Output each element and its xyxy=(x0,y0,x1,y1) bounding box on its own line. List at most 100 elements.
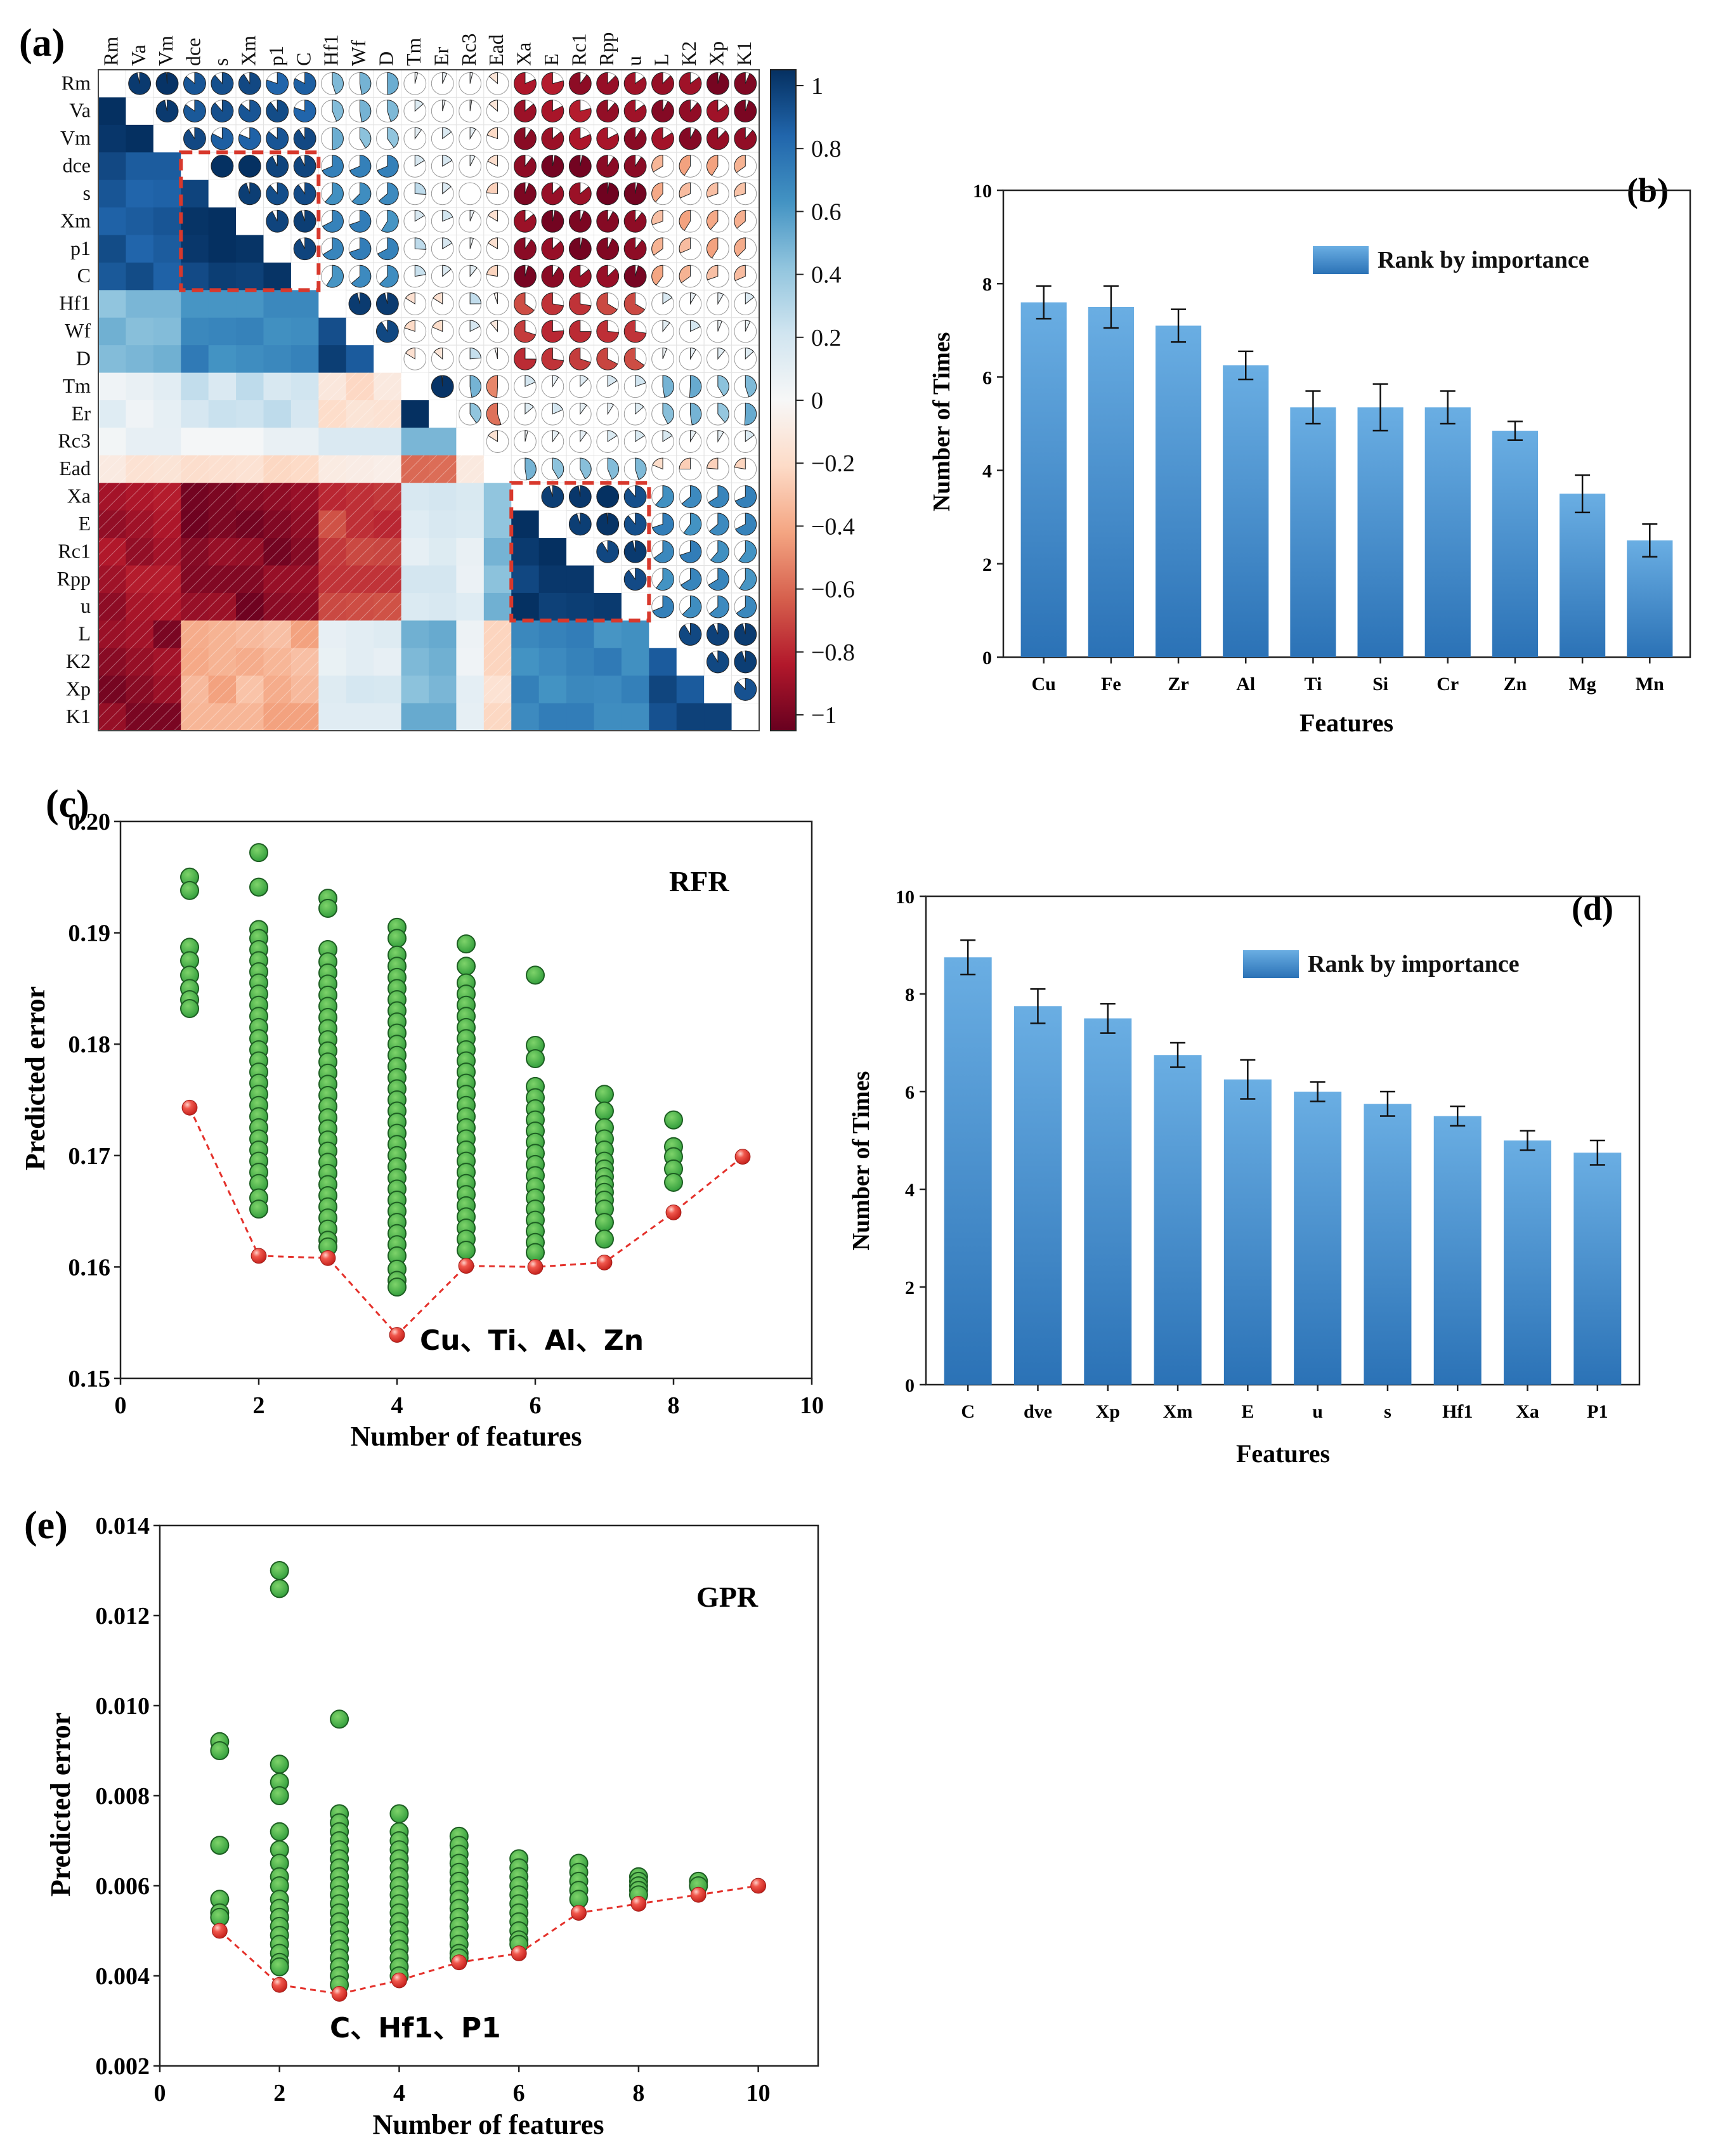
min-error-point xyxy=(527,1259,544,1275)
heatmap-cell xyxy=(538,648,567,676)
pie-slice xyxy=(326,265,344,288)
pie-slice xyxy=(689,402,702,426)
x-tick-label: 8 xyxy=(632,2080,644,2107)
heatmap-cell xyxy=(263,345,292,374)
pie-slice xyxy=(211,72,234,95)
pie-slice xyxy=(662,320,670,332)
pie-slice xyxy=(679,127,702,150)
heatmap-cell xyxy=(290,428,319,456)
heatmap-cell xyxy=(649,703,677,731)
heatmap-cell-hatch xyxy=(208,648,237,676)
pie-slice xyxy=(623,568,647,591)
bar-chart-b: 0 2 4 6 8 10 Cu Fe Zr Al Ti Si Cr Zn Mg Mn xyxy=(973,181,1691,695)
heatmap-diagonal-cell xyxy=(346,317,374,346)
pie-slice xyxy=(683,513,702,536)
pie-slice xyxy=(359,72,372,95)
heatmap-diagonal-cell xyxy=(98,70,126,98)
heatmap-cell xyxy=(208,262,237,291)
min-error-point xyxy=(451,1954,467,1971)
pie-slice xyxy=(679,72,702,95)
heatmap-cell-hatch xyxy=(126,510,154,539)
heatmap-cell xyxy=(318,676,347,704)
row-label: Rpp xyxy=(57,567,91,590)
pie-slice xyxy=(349,209,372,233)
data-point xyxy=(526,1049,545,1069)
heatmap-cell-hatch xyxy=(181,592,209,621)
data-point xyxy=(270,1822,289,1841)
heatmap-cell xyxy=(429,676,457,704)
heatmap-diagonal-cell xyxy=(704,676,732,703)
y-tick-label: 0.20 xyxy=(68,809,111,835)
heatmap-cell xyxy=(181,262,209,291)
heatmap-cell xyxy=(263,290,292,318)
x-tick-label: 0 xyxy=(115,1392,127,1419)
pie-slice xyxy=(514,237,537,261)
heatmap-cell-hatch xyxy=(346,592,374,621)
pie-slice xyxy=(351,182,372,206)
heatmap-cell xyxy=(401,483,429,511)
pie-slice xyxy=(635,430,645,443)
pie-slice xyxy=(405,292,415,304)
pie-slice xyxy=(568,155,592,178)
row-label: Wf xyxy=(65,319,91,342)
x-tick-label: Zn xyxy=(1504,674,1527,695)
panel-e-gpr-scatter: (e) 0.0020.0040.0060.0080.0100.0120.0140… xyxy=(24,1504,819,2140)
pie-slice xyxy=(524,375,536,388)
model-label-rfr: RFR xyxy=(669,865,729,898)
pie-slice xyxy=(689,292,696,305)
heatmap-cell-hatch xyxy=(126,592,154,621)
pie-slice xyxy=(324,182,344,206)
heatmap-diagonal-cell xyxy=(263,235,291,263)
heatmap-diagonal-cell xyxy=(429,400,457,428)
heatmap-cell xyxy=(318,620,347,649)
data-point xyxy=(318,898,337,918)
heatmap-cell xyxy=(263,428,292,456)
heatmap-diagonal-cell xyxy=(374,345,401,373)
pie-slice xyxy=(293,127,316,150)
heatmap-cell-hatch xyxy=(374,483,402,511)
pie-slice xyxy=(623,237,647,261)
pie-slice xyxy=(635,375,646,387)
heatmap-cell-hatch xyxy=(181,483,209,511)
pie-slice xyxy=(490,320,498,332)
pie-slice xyxy=(387,127,399,148)
heatmap-cell-hatch xyxy=(181,455,209,483)
pie-slice xyxy=(734,127,757,150)
heatmap-cell xyxy=(346,428,374,456)
pie-slice xyxy=(707,100,729,122)
pie-slice xyxy=(717,320,722,332)
pie-slice xyxy=(607,430,618,443)
pie-slice xyxy=(707,457,719,470)
highlight-box xyxy=(179,150,321,292)
heatmap-cell-hatch xyxy=(181,620,209,649)
heatmap-cell xyxy=(126,262,154,291)
pie-slice xyxy=(183,72,206,95)
pie-slice xyxy=(568,237,592,261)
panel-a-correlation-matrix: (a) RmVaVmdcesXmp1CHf1WfDTmErRc3EadXaERc… xyxy=(19,22,855,731)
pie-slice xyxy=(293,100,316,122)
pie-slice xyxy=(552,457,564,480)
pie-slice xyxy=(469,237,474,249)
pie-slice xyxy=(662,375,674,398)
heatmap-cell xyxy=(181,290,209,318)
pie-slice xyxy=(183,127,206,150)
pie-slice xyxy=(651,265,663,286)
heatmap-cell xyxy=(429,648,457,676)
pie-slice xyxy=(607,457,620,480)
pie-slice xyxy=(707,182,719,198)
pie-slice xyxy=(596,348,618,370)
pie-slice xyxy=(381,209,399,233)
heatmap-cell xyxy=(401,510,429,539)
heatmap-cell xyxy=(236,262,264,291)
heatmap-cell xyxy=(346,648,374,676)
heatmap-cell xyxy=(98,372,126,401)
heatmap-cell-hatch xyxy=(456,455,485,483)
heatmap-cell xyxy=(346,703,374,731)
heatmap-cell xyxy=(566,648,594,676)
row-label: Va xyxy=(69,99,91,122)
heatmap-cell-hatch xyxy=(318,400,347,428)
pie-slice xyxy=(442,237,453,250)
pie-slice xyxy=(651,127,674,150)
heatmap-cell xyxy=(126,235,154,263)
